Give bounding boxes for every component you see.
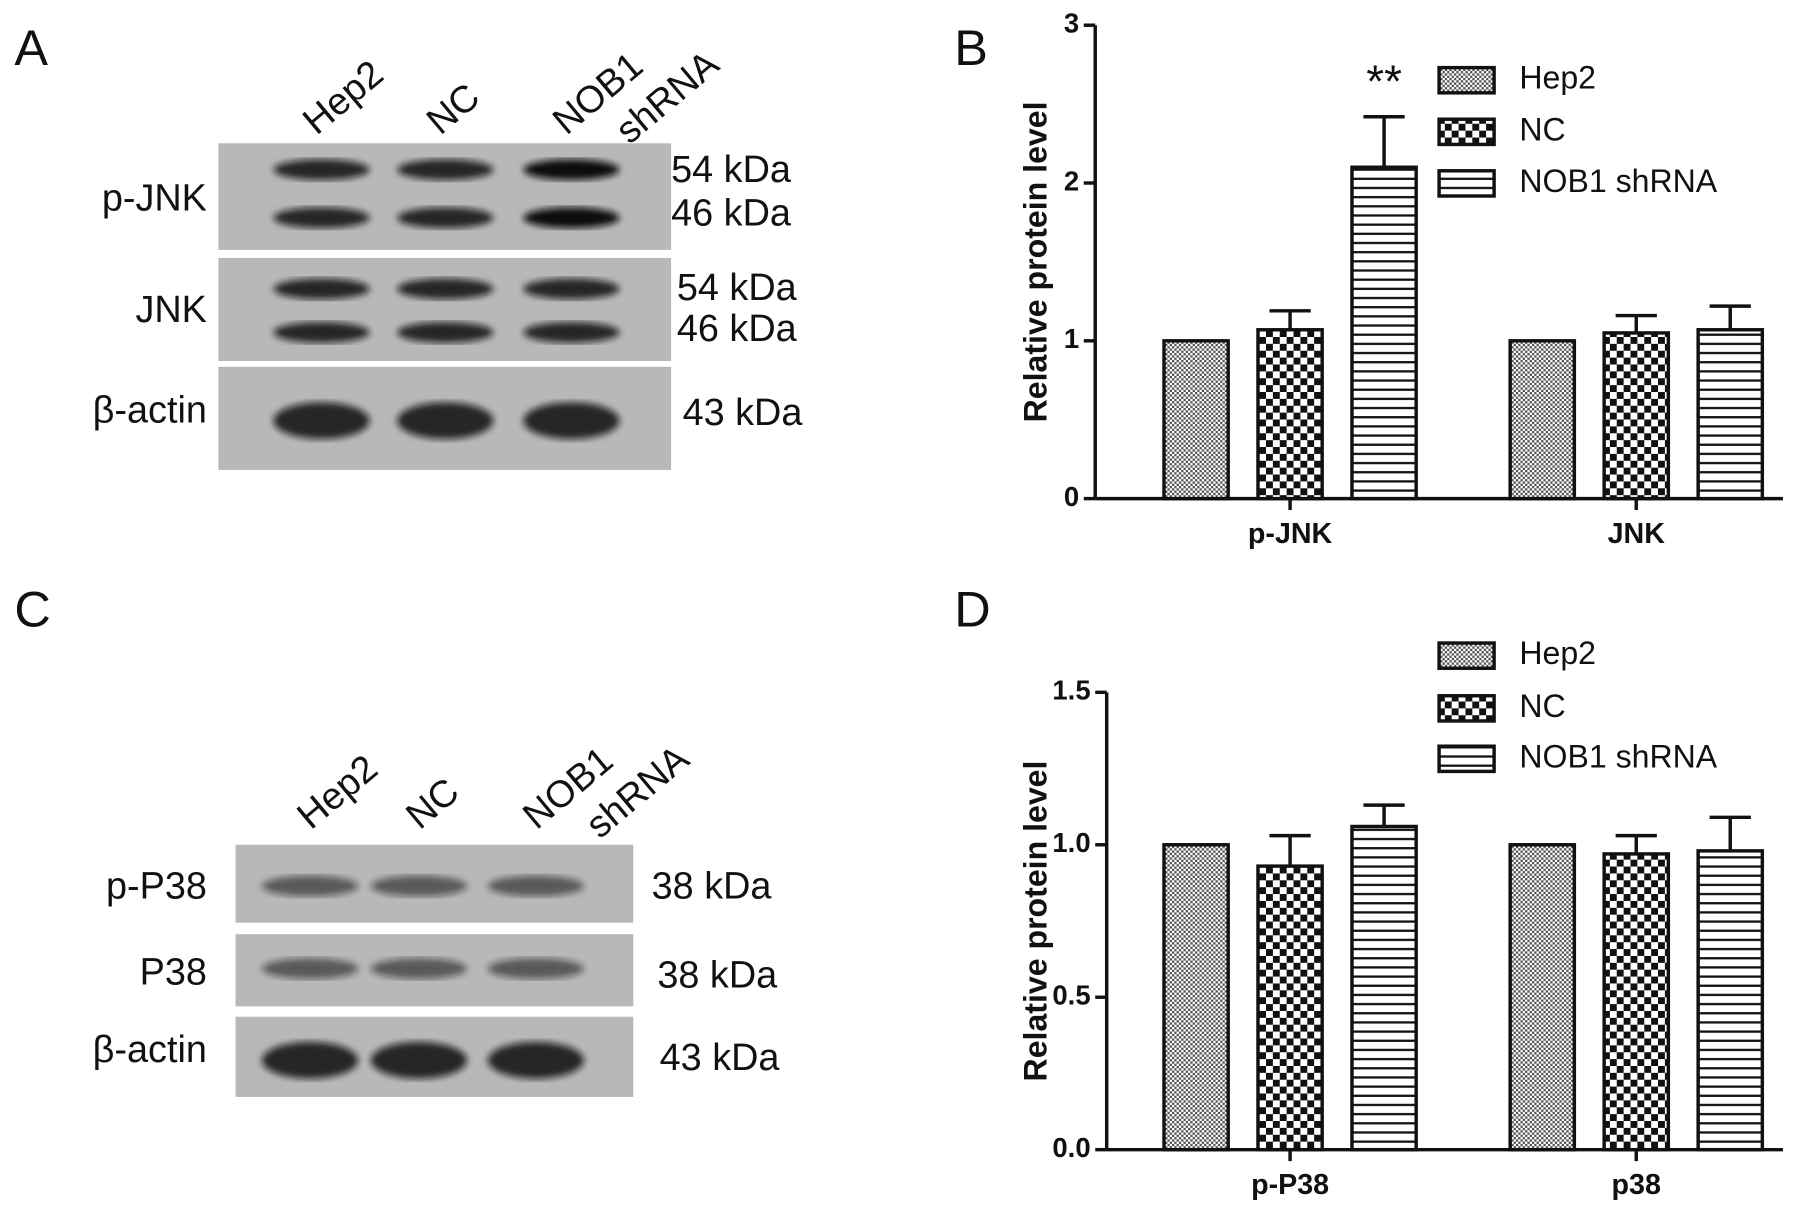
blot-band [370, 1041, 468, 1079]
error-bar [1363, 803, 1405, 827]
x-tick-label: p-JNK [1248, 518, 1333, 550]
size-label: 54 kDa [677, 267, 798, 309]
legend-label: Hep2 [1519, 60, 1596, 96]
error-bar [1709, 815, 1751, 851]
error-bar [1709, 304, 1751, 330]
row-label: P38 [140, 951, 207, 993]
bar [1256, 864, 1324, 1152]
blot-band [487, 958, 585, 979]
row-label: β-actin [93, 390, 207, 432]
x-tick-label: JNK [1608, 518, 1666, 550]
legend-swatch [1437, 65, 1496, 95]
bar [1508, 843, 1577, 1152]
blot-band [487, 1041, 585, 1079]
blot-band [261, 1041, 359, 1079]
legend-swatch [1437, 744, 1496, 774]
lane-label: Hep2 [295, 53, 391, 143]
legend-swatch [1437, 694, 1496, 723]
error-bar [1615, 313, 1657, 333]
blot-band [523, 322, 620, 343]
error-bar [1363, 115, 1405, 168]
size-label: 38 kDa [657, 955, 778, 997]
blot-band [273, 402, 370, 440]
legend-label: NC [1519, 111, 1565, 147]
size-label: 54 kDa [671, 149, 792, 191]
error-bar [1615, 833, 1657, 854]
blot-band [261, 958, 359, 979]
row-label: β-actin [93, 1029, 207, 1071]
y-tick-label: 1 [1064, 323, 1079, 354]
size-label: 43 kDa [683, 392, 804, 434]
x-tick-label: p-P38 [1251, 1169, 1329, 1201]
bar [1696, 328, 1765, 501]
row-label: JNK [135, 289, 206, 331]
legend-label: NOB1 shRNA [1519, 163, 1717, 199]
legend-swatch [1437, 169, 1496, 198]
size-label: 46 kDa [677, 308, 798, 350]
legend-label: Hep2 [1519, 635, 1596, 671]
blot-band [397, 322, 494, 343]
legend-label: NOB1 shRNA [1519, 738, 1717, 774]
bar [1162, 843, 1230, 1152]
annotation: ** [1366, 56, 1402, 107]
lane-label: NC [419, 76, 488, 143]
lane-label: Hep2 [290, 747, 386, 837]
y-tick-label: 2 [1064, 165, 1079, 196]
legend-label: NC [1519, 688, 1565, 724]
blot-band [523, 207, 620, 229]
blot-band [397, 402, 494, 440]
panel-label: B [954, 19, 988, 76]
bar [1256, 328, 1324, 501]
bar [1696, 849, 1765, 1152]
bar [1162, 339, 1230, 501]
blot-band [397, 159, 494, 180]
row-label: p-JNK [102, 178, 207, 220]
x-tick-label: p38 [1612, 1169, 1661, 1201]
blot-band [523, 278, 620, 300]
bar [1350, 165, 1418, 501]
y-tick-label: 1.5 [1052, 675, 1090, 706]
blot-band [397, 207, 494, 229]
blot-band [273, 278, 370, 300]
y-tick-label: 0.5 [1052, 979, 1090, 1010]
bar [1602, 331, 1671, 501]
blot-membrane [218, 143, 672, 250]
bar [1508, 339, 1577, 501]
blot-band [273, 322, 370, 343]
size-label: 46 kDa [671, 192, 792, 234]
blot-band [273, 207, 370, 229]
y-axis-label: Relative protein level [1017, 101, 1053, 422]
blot-band [261, 875, 359, 897]
y-axis-label: Relative protein level [1017, 761, 1053, 1082]
size-label: 38 kDa [652, 865, 773, 907]
bar [1350, 824, 1418, 1152]
blot-band [273, 159, 370, 180]
legend-swatch [1437, 117, 1496, 147]
y-tick-label: 1.0 [1052, 827, 1090, 858]
y-tick-label: 0 [1064, 481, 1079, 512]
blot-band [523, 159, 620, 180]
blot-band [370, 875, 468, 897]
bar [1602, 852, 1671, 1152]
legend-swatch [1437, 641, 1496, 670]
panel-label: A [14, 19, 48, 76]
panel-label: D [954, 581, 990, 638]
error-bar [1269, 833, 1311, 867]
blot-band [397, 278, 494, 300]
size-label: 43 kDa [660, 1037, 781, 1079]
lane-label: NC [398, 770, 467, 837]
blot-membrane [218, 257, 672, 362]
row-label: p-P38 [106, 865, 207, 907]
blot-band [370, 958, 468, 979]
error-bar [1269, 309, 1311, 330]
blot-band [487, 875, 585, 897]
y-tick-label: 0.0 [1052, 1132, 1090, 1163]
blot-band [523, 402, 620, 440]
y-tick-label: 3 [1064, 7, 1079, 38]
panel-label: C [14, 581, 50, 638]
